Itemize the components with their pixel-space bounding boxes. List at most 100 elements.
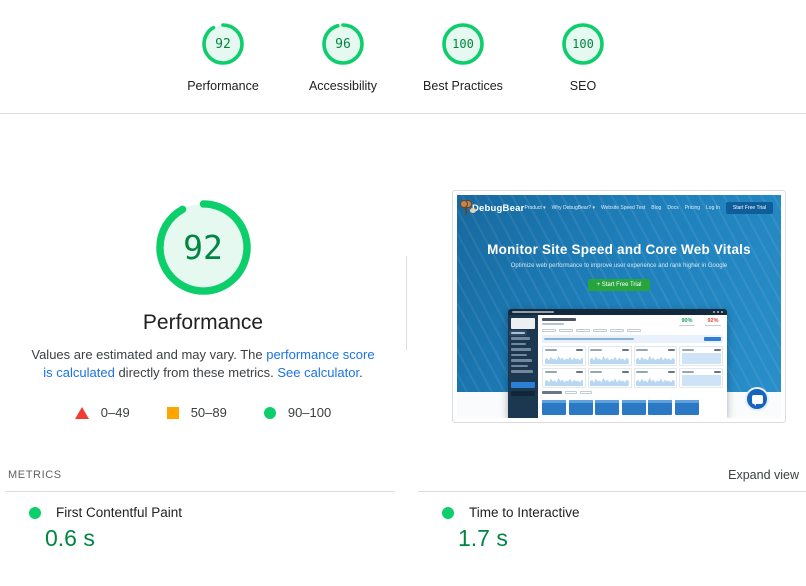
- nav-item: Blog: [651, 205, 662, 211]
- dashboard-lab-row: [542, 391, 723, 394]
- sidebar-menu-row: [511, 364, 528, 367]
- top-gauge-seo[interactable]: 100 SEO: [523, 22, 643, 93]
- nav-item: Product ▾: [524, 205, 546, 211]
- green-dot-icon: [29, 506, 41, 519]
- sidebar-menu-row: [511, 353, 527, 356]
- metric-time-to-interactive: Time to Interactive 1.7 s: [418, 491, 806, 552]
- disclaimer-text: .: [359, 365, 363, 380]
- nav-item: Why DebugBear? ▾: [551, 205, 595, 211]
- metric-card: [633, 346, 678, 366]
- site-header: DebugBear Product ▾ Why DebugBear? ▾ Web…: [457, 195, 781, 221]
- gauge-ring-icon: [322, 23, 364, 65]
- red-triangle-icon: [74, 406, 89, 419]
- performance-score-label: Performance: [187, 79, 259, 93]
- sidebar-menu-row: [511, 337, 530, 340]
- performance-main-score: 92: [183, 228, 223, 267]
- legend-range-label: 0–49: [100, 405, 130, 420]
- metric-card: [542, 368, 586, 388]
- metric-value: 1.7 s: [458, 525, 508, 551]
- dashboard-title-bars: [542, 317, 576, 325]
- green-circle-icon: [263, 406, 276, 419]
- disclaimer-text: Values are estimated and may vary. The: [31, 347, 267, 362]
- seo-gauge-small: 100: [561, 22, 605, 66]
- filmstrip-frame: [568, 398, 593, 415]
- nav-item: Pricing: [684, 205, 701, 211]
- performance-summary-section: 92 Performance Values are estimated and …: [0, 114, 806, 424]
- legend-item-fail: 0–49: [74, 405, 130, 420]
- sidebar-logo: [511, 317, 535, 329]
- metric-card: [587, 368, 632, 388]
- dashboard-filmstrip: [542, 398, 723, 415]
- top-score-strip: 92 Performance 96 Accessibility 100 Best…: [0, 0, 806, 114]
- score-disclaimer-text: Values are estimated and may vary. The p…: [30, 346, 376, 382]
- gauge-ring-icon: [202, 23, 244, 65]
- accessibility-gauge-small: 96: [321, 22, 365, 66]
- best-practices-score-value: 100: [452, 37, 474, 51]
- site-hero: Monitor Site Speed and Core Web Vitals O…: [457, 221, 781, 291]
- filmstrip-frame: [621, 398, 646, 415]
- gauge-ring-icon: [155, 200, 251, 295]
- nav-start-free-trial-button: Start Free Trial: [725, 202, 773, 214]
- filmstrip-frame: [595, 398, 619, 415]
- top-gauge-accessibility[interactable]: 96 Accessibility: [283, 22, 403, 93]
- debugbear-site-image: DebugBear Product ▾ Why DebugBear? ▾ Web…: [457, 195, 781, 418]
- nav-item: Log In: [706, 205, 720, 211]
- dashboard-info-banner: [542, 335, 723, 343]
- gauge-ring-icon: [442, 23, 484, 65]
- score-badge-good: 90%: [679, 317, 695, 326]
- metrics-grid: First Contentful Paint 0.6 s Time to Int…: [5, 491, 806, 552]
- vertical-divider: [406, 256, 407, 350]
- performance-section-title: Performance: [142, 311, 264, 334]
- filmstrip-frame: [542, 398, 566, 415]
- window-controls-icon: [713, 310, 723, 313]
- metric-name: Time to Interactive: [469, 505, 580, 520]
- badge-value: 90%: [681, 317, 693, 324]
- hero-start-free-trial-button: + Start Free Trial: [587, 279, 651, 291]
- top-gauge-best-practices[interactable]: 100 Best Practices: [403, 22, 523, 93]
- sidebar-trial-button: [511, 381, 535, 388]
- seo-score-label: SEO: [569, 79, 597, 93]
- accessibility-score-value: 96: [335, 36, 351, 52]
- seo-score-value: 100: [572, 37, 594, 51]
- score-range-legend: 0–49 50–89 90–100: [74, 405, 331, 420]
- green-dot-icon: [442, 506, 454, 519]
- sidebar-menu-row: [511, 331, 525, 334]
- info-banner-button: [704, 336, 721, 342]
- see-calculator-link[interactable]: See calculator: [277, 365, 360, 380]
- metric-value: 0.6 s: [45, 525, 95, 551]
- chat-widget-icon: [745, 387, 769, 411]
- metric-name-row: First Contentful Paint: [5, 505, 395, 520]
- metric-card: [679, 368, 723, 388]
- expand-view-button[interactable]: Expand view: [728, 468, 799, 482]
- legend-item-pass: 90–100: [263, 405, 331, 420]
- nav-item: Docs: [667, 205, 679, 211]
- brand-name: DebugBear: [472, 202, 525, 214]
- dashboard-sidebar: [508, 314, 538, 418]
- dashboard-main: 90% 92%: [538, 315, 727, 419]
- sidebar-menu-row: [511, 342, 526, 345]
- dashboard-cards: [542, 346, 723, 388]
- metrics-section: METRICS Expand view First Contentful Pai…: [0, 468, 806, 552]
- metric-name: First Contentful Paint: [56, 505, 183, 520]
- accessibility-score-label: Accessibility: [308, 79, 378, 93]
- filmstrip-frame: [648, 398, 672, 415]
- gauge-ring-icon: [562, 23, 604, 65]
- top-gauge-performance[interactable]: 92 Performance: [163, 22, 283, 93]
- page-screenshot-thumbnail[interactable]: DebugBear Product ▾ Why DebugBear? ▾ Web…: [452, 190, 786, 423]
- sidebar-menu-row: [511, 370, 533, 373]
- metric-card: [542, 346, 586, 366]
- dashboard-body: 90% 92%: [508, 314, 727, 419]
- metrics-section-label: METRICS: [8, 469, 62, 481]
- sidebar-footer: [511, 390, 535, 396]
- hero-subtitle: Optimize web performance to improve user…: [510, 263, 728, 269]
- sidebar-menu-row: [511, 359, 532, 362]
- dashboard-filter-chips: [542, 329, 723, 332]
- best-practices-gauge-small: 100: [441, 22, 485, 66]
- performance-score-calculated-link[interactable]: performance score is calculated: [43, 347, 375, 380]
- browser-title-bar: [512, 310, 554, 313]
- metric-card: [679, 346, 723, 366]
- nav-item: Website Speed Test: [601, 205, 646, 211]
- metric-card: [587, 346, 632, 366]
- best-practices-score-label: Best Practices: [423, 79, 503, 93]
- dashboard-score-badges: 90% 92%: [679, 317, 723, 326]
